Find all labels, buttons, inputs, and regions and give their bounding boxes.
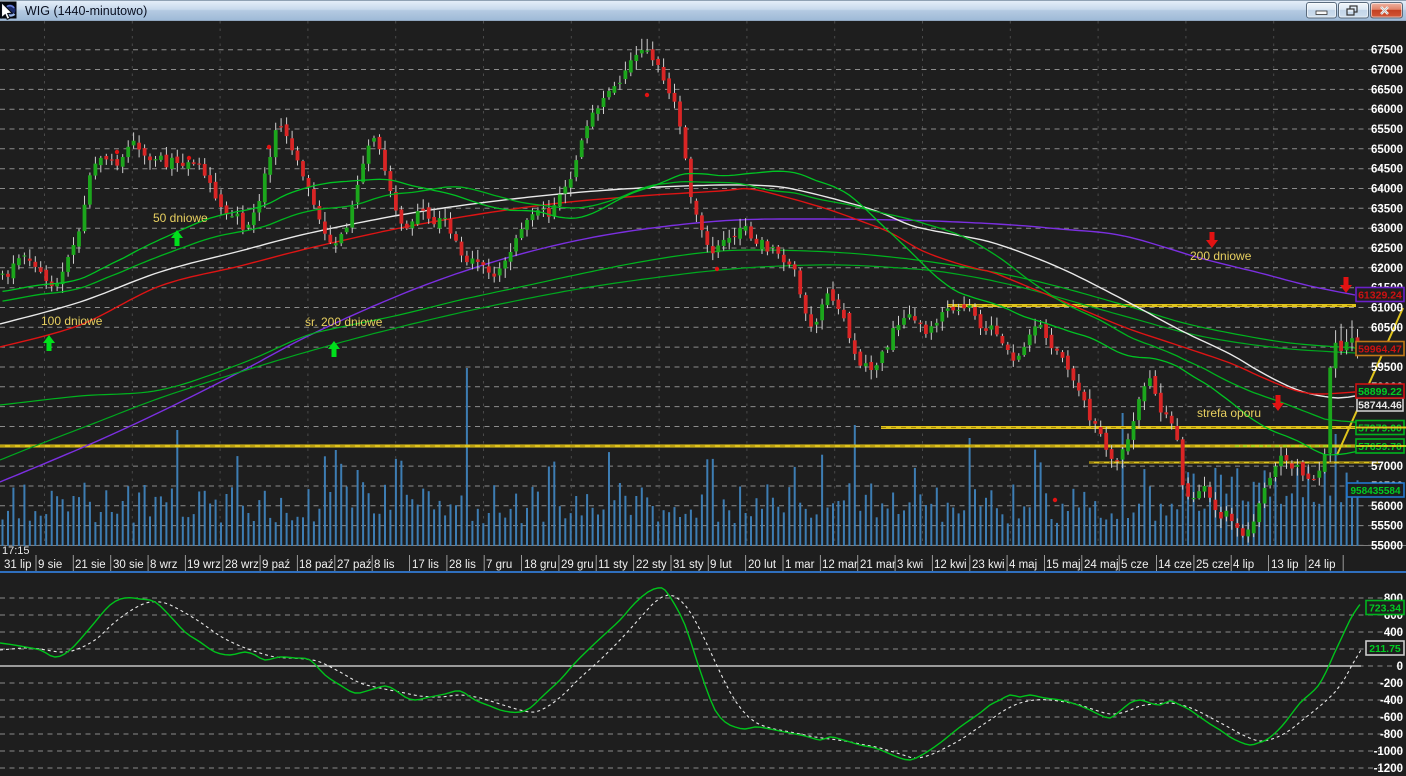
svg-text:0: 0 xyxy=(1397,661,1403,673)
svg-text:20 lut: 20 lut xyxy=(748,559,777,571)
svg-text:23 kwi: 23 kwi xyxy=(972,559,1005,571)
svg-text:5 cze: 5 cze xyxy=(1121,559,1149,571)
svg-text:65000: 65000 xyxy=(1371,144,1403,156)
svg-text:4 maj: 4 maj xyxy=(1009,559,1037,571)
svg-text:21 mar: 21 mar xyxy=(860,559,896,571)
svg-text:61000: 61000 xyxy=(1371,303,1403,315)
svg-text:200 dniowe: 200 dniowe xyxy=(1190,249,1252,263)
svg-text:4 lip: 4 lip xyxy=(1233,559,1254,571)
svg-text:61329.24: 61329.24 xyxy=(1358,290,1402,302)
svg-text:31 lip: 31 lip xyxy=(4,559,32,571)
svg-text:64000: 64000 xyxy=(1371,184,1403,196)
svg-text:100 dniowe: 100 dniowe xyxy=(41,314,103,328)
svg-text:śr. 200 dniowe: śr. 200 dniowe xyxy=(305,315,383,329)
svg-text:58744.46: 58744.46 xyxy=(1358,400,1402,412)
svg-text:27 paź: 27 paź xyxy=(337,559,372,571)
svg-text:17 lis: 17 lis xyxy=(412,559,439,571)
svg-text:-1200: -1200 xyxy=(1374,763,1403,775)
svg-text:65500: 65500 xyxy=(1371,124,1403,136)
svg-text:55500: 55500 xyxy=(1371,521,1403,533)
svg-text:63500: 63500 xyxy=(1371,203,1403,215)
svg-text:13 lip: 13 lip xyxy=(1271,559,1299,571)
svg-text:31 sty: 31 sty xyxy=(673,559,704,571)
svg-text:18 paź: 18 paź xyxy=(299,559,334,571)
svg-text:22 sty: 22 sty xyxy=(636,559,667,571)
svg-text:21 sie: 21 sie xyxy=(75,559,106,571)
svg-text:17:15: 17:15 xyxy=(2,545,30,557)
svg-text:-200: -200 xyxy=(1380,678,1403,690)
svg-text:60500: 60500 xyxy=(1371,322,1403,334)
svg-text:50 dniowe: 50 dniowe xyxy=(153,211,208,225)
svg-text:67500: 67500 xyxy=(1371,45,1403,57)
svg-text:9 sie: 9 sie xyxy=(38,559,62,571)
svg-text:62500: 62500 xyxy=(1371,243,1403,255)
svg-text:958435584: 958435584 xyxy=(1350,486,1400,497)
svg-text:strefa oporu: strefa oporu xyxy=(1197,406,1261,420)
svg-text:24 lip: 24 lip xyxy=(1308,559,1336,571)
svg-text:59964.47: 59964.47 xyxy=(1358,344,1402,356)
svg-text:24 maj: 24 maj xyxy=(1084,559,1119,571)
svg-text:25 cze: 25 cze xyxy=(1196,559,1230,571)
svg-text:WIG (1440-minutowo): WIG (1440-minutowo) xyxy=(25,4,147,18)
svg-text:15 maj: 15 maj xyxy=(1046,559,1081,571)
svg-text:9 lut: 9 lut xyxy=(710,559,733,571)
svg-text:8 lis: 8 lis xyxy=(374,559,395,571)
svg-text:59500: 59500 xyxy=(1371,362,1403,374)
svg-text:11 sty: 11 sty xyxy=(598,559,628,571)
svg-text:30 sie: 30 sie xyxy=(113,559,144,571)
svg-text:28 lis: 28 lis xyxy=(449,559,476,571)
svg-text:12 kwi: 12 kwi xyxy=(934,559,967,571)
svg-text:8 wrz: 8 wrz xyxy=(150,559,178,571)
svg-text:211.75: 211.75 xyxy=(1369,643,1401,655)
svg-text:57000: 57000 xyxy=(1371,461,1403,473)
svg-text:400: 400 xyxy=(1384,627,1403,639)
svg-text:-800: -800 xyxy=(1380,729,1403,741)
svg-text:3 kwi: 3 kwi xyxy=(897,559,923,571)
svg-text:18 gru: 18 gru xyxy=(524,559,557,571)
svg-text:19 wrz: 19 wrz xyxy=(187,559,221,571)
svg-text:28 wrz: 28 wrz xyxy=(225,559,259,571)
svg-text:66000: 66000 xyxy=(1371,104,1403,116)
svg-text:63000: 63000 xyxy=(1371,223,1403,235)
svg-text:64500: 64500 xyxy=(1371,164,1403,176)
svg-text:-400: -400 xyxy=(1380,695,1403,707)
svg-text:55000: 55000 xyxy=(1371,540,1403,552)
svg-text:9 paź: 9 paź xyxy=(262,559,290,571)
svg-text:723.34: 723.34 xyxy=(1369,603,1401,615)
svg-text:-1000: -1000 xyxy=(1374,746,1403,758)
svg-text:-600: -600 xyxy=(1380,712,1403,724)
svg-text:58899.22: 58899.22 xyxy=(1358,386,1402,398)
svg-text:1 mar: 1 mar xyxy=(785,559,815,571)
svg-text:7 gru: 7 gru xyxy=(486,559,512,571)
svg-text:66500: 66500 xyxy=(1371,84,1403,96)
svg-text:56000: 56000 xyxy=(1371,501,1403,513)
svg-text:14 cze: 14 cze xyxy=(1158,559,1192,571)
svg-text:62000: 62000 xyxy=(1371,263,1403,275)
svg-text:67000: 67000 xyxy=(1371,65,1403,77)
svg-text:29 gru: 29 gru xyxy=(561,559,594,571)
svg-text:12 mar: 12 mar xyxy=(822,559,858,571)
